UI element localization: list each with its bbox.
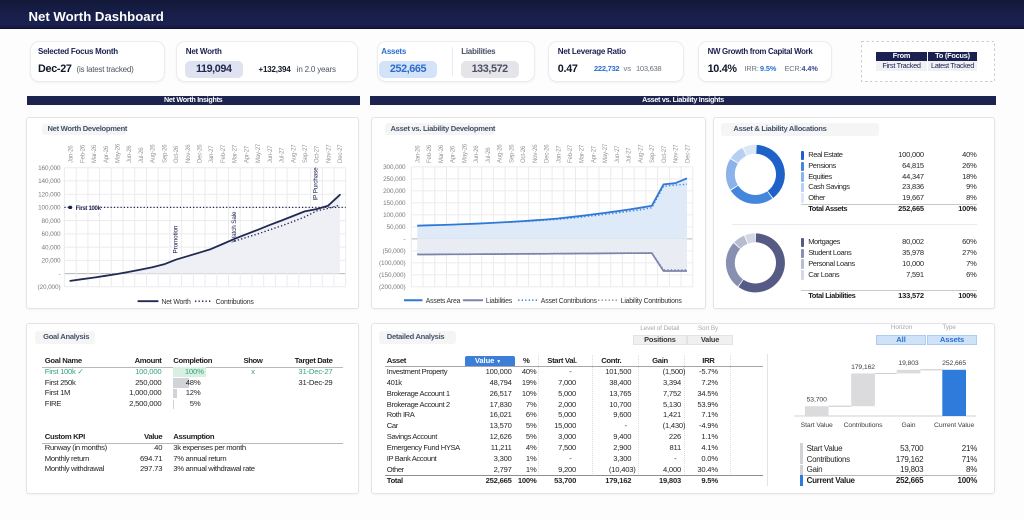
svg-text:Aug-27: Aug-27 <box>291 143 297 162</box>
svg-text:Liabilities: Liabilities <box>486 297 513 304</box>
svg-text:60,000: 60,000 <box>42 231 61 238</box>
svg-text:(50,000): (50,000) <box>382 248 405 255</box>
svg-text:Aug-27: Aug-27 <box>638 143 644 162</box>
svg-text:Sep-27: Sep-27 <box>303 143 309 162</box>
svg-text:179,162: 179,162 <box>851 363 875 370</box>
svg-text:Net Worth: Net Worth <box>162 298 191 305</box>
svg-text:Mar-26: Mar-26 <box>92 144 98 163</box>
svg-text:40,000: 40,000 <box>42 244 61 251</box>
svg-text:Jan-26: Jan-26 <box>69 144 75 162</box>
svg-text:Apr-26: Apr-26 <box>451 145 457 163</box>
svg-text:IP Purchase: IP Purchase <box>313 166 320 200</box>
svg-text:Dec-26: Dec-26 <box>198 143 204 162</box>
svg-text:160,000: 160,000 <box>38 165 61 172</box>
svg-text:Aug-26: Aug-26 <box>151 143 157 162</box>
svg-text:Nov-26: Nov-26 <box>186 143 192 162</box>
svg-text:Oct-27: Oct-27 <box>315 145 321 163</box>
svg-text:Jan-27: Jan-27 <box>209 144 215 162</box>
svg-text:Sep-26: Sep-26 <box>162 143 168 162</box>
svg-text:Apr-26: Apr-26 <box>104 145 110 163</box>
svg-text:Oct-26: Oct-26 <box>521 145 527 163</box>
svg-text:Jun-27: Jun-27 <box>268 144 274 162</box>
svg-text:(150,000): (150,000) <box>379 272 405 279</box>
svg-text:May-27: May-27 <box>603 143 609 163</box>
svg-text:Nov-27: Nov-27 <box>674 143 680 162</box>
svg-text:Apr-27: Apr-27 <box>244 145 250 163</box>
svg-text:Apr-27: Apr-27 <box>591 145 597 163</box>
svg-text:20,000: 20,000 <box>42 257 61 264</box>
svg-text:Jan-26: Jan-26 <box>416 144 422 162</box>
svg-text:100,000: 100,000 <box>383 212 406 219</box>
svg-text:250,000: 250,000 <box>383 176 406 183</box>
svg-text:Gain: Gain <box>902 422 916 429</box>
svg-text:140,000: 140,000 <box>38 178 61 185</box>
svg-text:53,700: 53,700 <box>807 396 828 403</box>
svg-text:Jun-26: Jun-26 <box>127 144 133 162</box>
svg-text:Mar-27: Mar-27 <box>233 144 239 163</box>
svg-text:Oct-27: Oct-27 <box>662 145 668 163</box>
svg-text:120,000: 120,000 <box>38 191 61 198</box>
svg-text:Sep-26: Sep-26 <box>509 143 515 162</box>
svg-text:-: - <box>58 270 60 277</box>
svg-text:Nov-27: Nov-27 <box>326 143 332 162</box>
svg-text:Contributions: Contributions <box>844 422 883 429</box>
svg-text:Jul-26: Jul-26 <box>139 146 145 162</box>
svg-text:Assets Area: Assets Area <box>426 297 461 304</box>
svg-text:Jul-27: Jul-27 <box>280 146 286 162</box>
svg-text:Jun-27: Jun-27 <box>615 144 621 162</box>
svg-text:80,000: 80,000 <box>42 217 61 224</box>
svg-text:Feb-26: Feb-26 <box>80 144 86 163</box>
svg-text:May-27: May-27 <box>256 143 262 163</box>
svg-text:Feb-26: Feb-26 <box>427 144 433 163</box>
svg-text:Promotion: Promotion <box>173 225 180 253</box>
svg-text:(20,000): (20,000) <box>37 284 60 291</box>
svg-text:150,000: 150,000 <box>383 200 406 207</box>
svg-text:Feb-27: Feb-27 <box>568 144 574 163</box>
svg-text:Jul-27: Jul-27 <box>627 146 633 162</box>
svg-text:Current Value: Current Value <box>934 422 974 429</box>
svg-text:(200,000): (200,000) <box>379 284 405 291</box>
svg-text:May-26: May-26 <box>462 143 468 163</box>
svg-text:50,000: 50,000 <box>387 224 406 231</box>
svg-text:Jun-26: Jun-26 <box>474 144 480 162</box>
svg-text:Contributions: Contributions <box>216 298 255 305</box>
svg-text:Watch Sale: Watch Sale <box>231 210 238 242</box>
svg-text:Nov-26: Nov-26 <box>533 143 539 162</box>
svg-text:Start Value: Start Value <box>801 422 833 429</box>
svg-text:Mar-26: Mar-26 <box>439 144 445 163</box>
svg-text:-: - <box>403 236 405 243</box>
svg-text:Dec-27: Dec-27 <box>338 143 344 162</box>
svg-text:Asset Contributions: Asset Contributions <box>541 297 598 304</box>
svg-text:(100,000): (100,000) <box>379 260 405 267</box>
svg-text:Sep-27: Sep-27 <box>650 143 656 162</box>
svg-text:300,000: 300,000 <box>383 164 406 171</box>
svg-text:200,000: 200,000 <box>383 188 406 195</box>
svg-text:252,665: 252,665 <box>942 360 966 367</box>
svg-text:Jul-26: Jul-26 <box>486 146 492 162</box>
svg-text:May-26: May-26 <box>116 143 122 163</box>
svg-text:First 100k: First 100k <box>76 205 102 211</box>
svg-text:Feb-27: Feb-27 <box>221 144 227 163</box>
svg-text:Dec-26: Dec-26 <box>545 143 551 162</box>
svg-text:Aug-26: Aug-26 <box>498 143 504 162</box>
svg-text:100,000: 100,000 <box>38 204 61 211</box>
svg-text:Jan-27: Jan-27 <box>556 144 562 162</box>
svg-text:Dec-27: Dec-27 <box>685 143 691 162</box>
svg-text:Mar-27: Mar-27 <box>580 144 586 163</box>
svg-text:Oct-26: Oct-26 <box>174 145 180 163</box>
svg-text:19,803: 19,803 <box>898 360 919 367</box>
svg-text:Liability Contributions: Liability Contributions <box>621 297 683 304</box>
